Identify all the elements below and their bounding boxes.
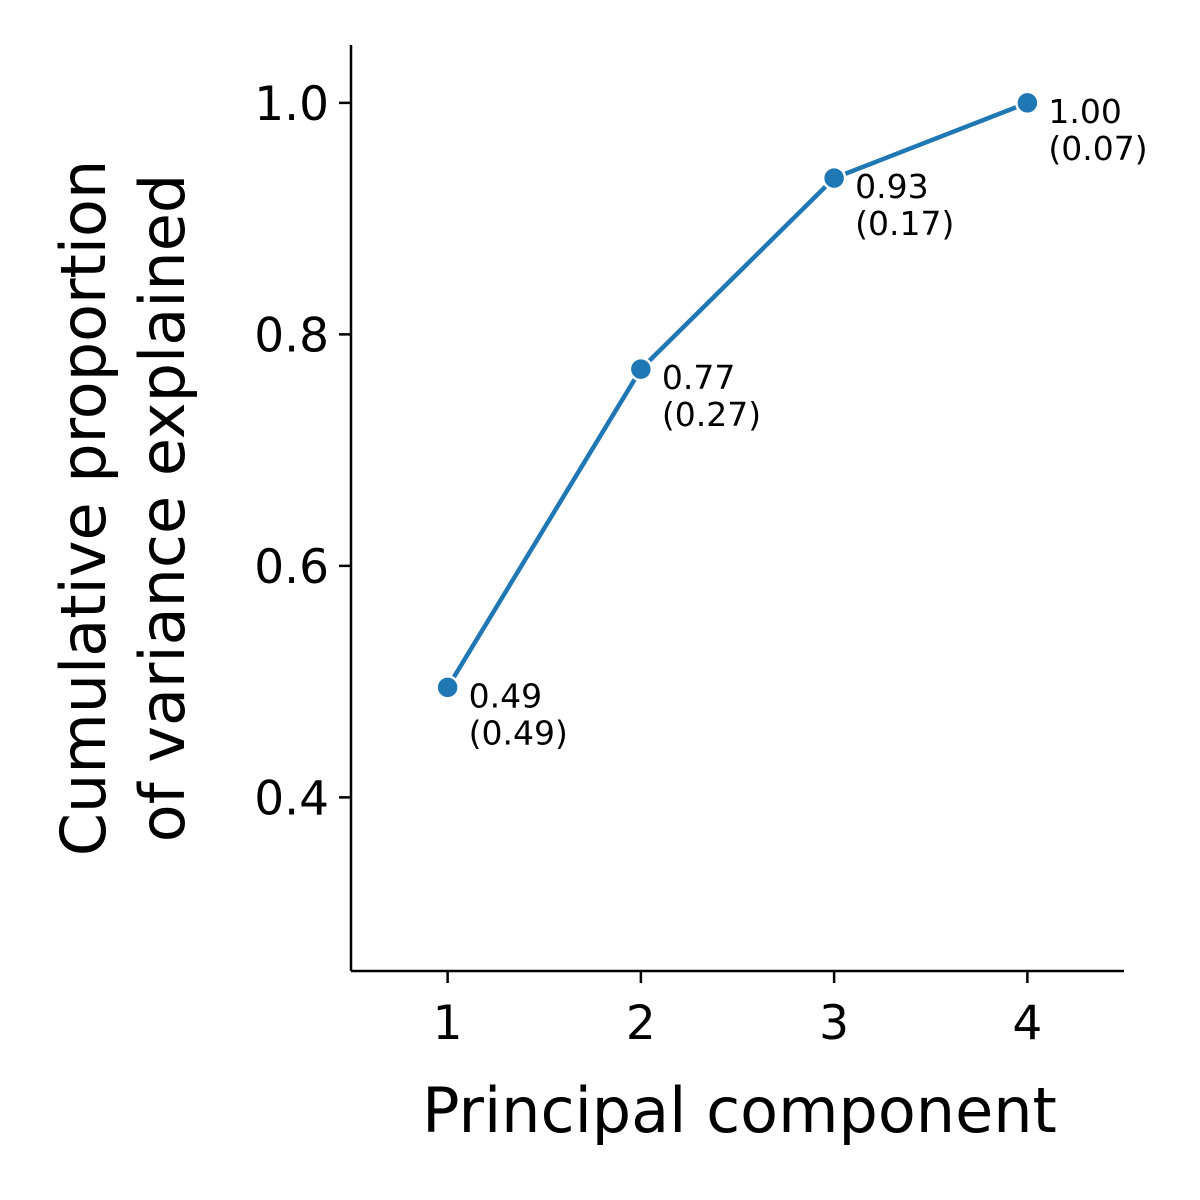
- y-axis-label-line-1: Cumulative proportion: [47, 160, 120, 857]
- data-label-increment: (0.49): [469, 713, 568, 752]
- data-point: [628, 356, 654, 382]
- data-label-increment: (0.27): [662, 395, 761, 434]
- data-label-increment: (0.07): [1048, 129, 1147, 168]
- data-point: [435, 675, 460, 700]
- y-tick-label: 0.8: [254, 308, 329, 363]
- y-ticks: 0.4 0.6 0.8 1.0: [254, 77, 351, 826]
- data-label-value: 0.93: [855, 167, 928, 206]
- x-tick-label: 3: [819, 996, 849, 1051]
- data-point: [821, 165, 847, 191]
- y-axis-label-line-2: of variance explained: [126, 174, 199, 842]
- axes: 1 2 3 4 0.4 0.6 0.8 1.0: [254, 45, 1124, 1051]
- x-ticks: 1 2 3 4: [433, 971, 1042, 1051]
- x-axis-label: Principal component: [422, 1074, 1057, 1147]
- x-tick-label: 2: [626, 996, 656, 1051]
- data-label-value: 1.00: [1048, 92, 1121, 131]
- data-point: [1015, 90, 1040, 116]
- x-tick-label: 1: [433, 996, 463, 1051]
- plot-area: 0.49(0.49) 0.77(0.27) 0.93(0.17) 1.00(0.07): [435, 90, 1148, 752]
- y-tick-label: 0.4: [254, 771, 329, 826]
- data-label-value: 0.77: [662, 358, 735, 397]
- data-label-increment: (0.17): [855, 204, 954, 243]
- data-label-value: 0.49: [469, 676, 542, 715]
- y-tick-label: 0.6: [254, 540, 329, 595]
- y-tick-label: 1.0: [254, 77, 329, 132]
- series-line: [445, 100, 1030, 690]
- x-tick-label: 4: [1012, 996, 1042, 1051]
